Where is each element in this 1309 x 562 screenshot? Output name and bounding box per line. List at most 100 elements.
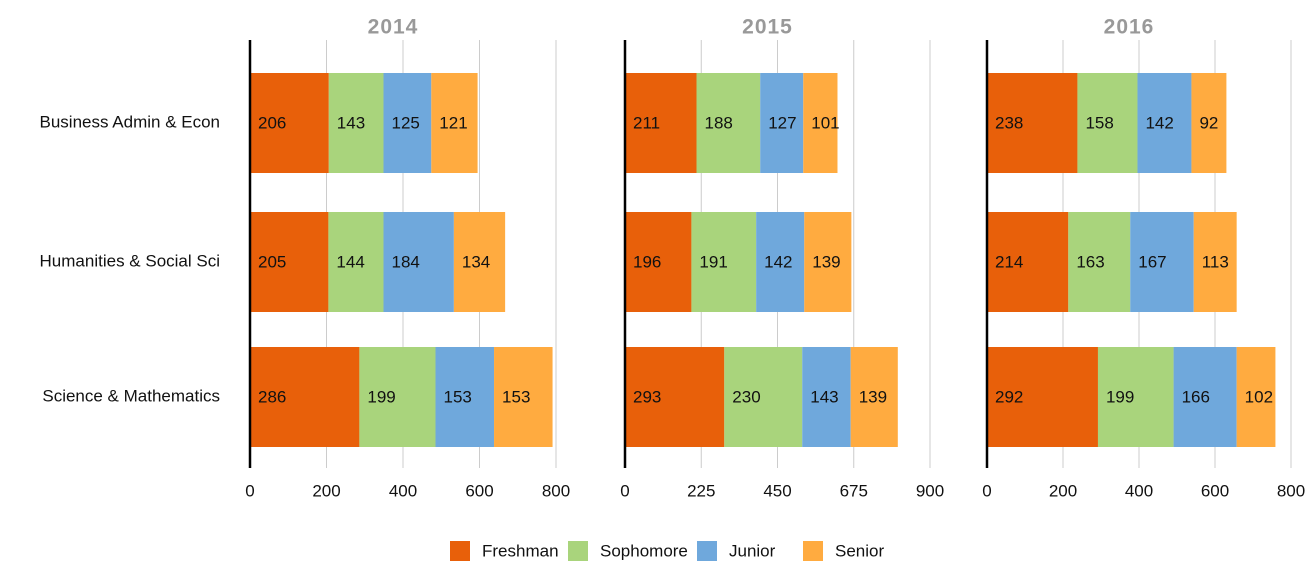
bar-segment bbox=[987, 212, 1069, 312]
bar-segment bbox=[760, 73, 804, 173]
value-label: 293 bbox=[633, 387, 661, 406]
bar-segment bbox=[1173, 347, 1237, 447]
value-label: 238 bbox=[995, 113, 1023, 132]
category-label: Science & Mathematics bbox=[42, 386, 220, 405]
bar-segment bbox=[625, 347, 725, 447]
bar-segment bbox=[1236, 347, 1276, 447]
value-label: 158 bbox=[1085, 113, 1113, 132]
value-label: 230 bbox=[732, 387, 760, 406]
bar-segment bbox=[359, 347, 436, 447]
bar-segment bbox=[987, 347, 1098, 447]
bar-segment bbox=[803, 73, 838, 173]
value-label: 139 bbox=[812, 252, 840, 271]
bar-segment bbox=[1137, 73, 1192, 173]
panel-title: 2014 bbox=[368, 16, 419, 39]
x-tick-label: 0 bbox=[245, 481, 254, 500]
bar-segment bbox=[691, 212, 757, 312]
value-label: 113 bbox=[1202, 252, 1229, 271]
value-label: 196 bbox=[633, 252, 661, 271]
bar-segment bbox=[328, 212, 384, 312]
value-label: 101 bbox=[811, 113, 839, 132]
value-label: 184 bbox=[391, 252, 419, 271]
x-tick-label: 225 bbox=[687, 481, 715, 500]
value-label: 142 bbox=[764, 252, 792, 271]
bar-segment bbox=[328, 73, 384, 173]
x-tick-label: 675 bbox=[840, 481, 868, 500]
value-label: 211 bbox=[633, 113, 660, 132]
x-tick-label: 600 bbox=[1201, 481, 1229, 500]
legend-swatch bbox=[450, 541, 470, 561]
bar-segment bbox=[453, 212, 506, 312]
bar-segment bbox=[1193, 212, 1237, 312]
legend-label: Senior bbox=[835, 541, 884, 560]
panel-title: 2016 bbox=[1104, 16, 1155, 39]
bar-segment bbox=[1077, 73, 1138, 173]
bar-segment bbox=[625, 212, 692, 312]
legend-label: Freshman bbox=[482, 541, 559, 560]
value-label: 206 bbox=[258, 113, 286, 132]
value-label: 205 bbox=[258, 252, 286, 271]
value-label: 127 bbox=[768, 113, 796, 132]
value-label: 286 bbox=[258, 387, 286, 406]
bar-segment bbox=[1068, 212, 1131, 312]
value-label: 163 bbox=[1076, 252, 1104, 271]
bar-segment bbox=[383, 73, 432, 173]
value-label: 102 bbox=[1245, 387, 1273, 406]
bar-segment bbox=[724, 347, 803, 447]
bar-segment bbox=[494, 347, 553, 447]
bar-segment bbox=[756, 212, 805, 312]
x-tick-label: 600 bbox=[465, 481, 493, 500]
value-label: 153 bbox=[444, 387, 472, 406]
value-label: 142 bbox=[1145, 113, 1173, 132]
bar-segment bbox=[250, 347, 360, 447]
legend-label: Junior bbox=[729, 541, 776, 560]
value-label: 144 bbox=[336, 252, 364, 271]
value-label: 92 bbox=[1199, 113, 1218, 132]
value-label: 214 bbox=[995, 252, 1023, 271]
value-label: 292 bbox=[995, 387, 1023, 406]
bar-segment bbox=[435, 347, 495, 447]
bar-segment bbox=[696, 73, 761, 173]
x-tick-label: 800 bbox=[542, 481, 570, 500]
x-tick-label: 400 bbox=[389, 481, 417, 500]
value-label: 199 bbox=[1106, 387, 1134, 406]
legend-swatch bbox=[697, 541, 717, 561]
legend-label: Sophomore bbox=[600, 541, 688, 560]
value-label: 188 bbox=[705, 113, 733, 132]
legend-swatch bbox=[568, 541, 588, 561]
bar-segment bbox=[625, 73, 697, 173]
value-label: 125 bbox=[391, 113, 419, 132]
bar-segment bbox=[987, 73, 1078, 173]
x-tick-label: 800 bbox=[1277, 481, 1305, 500]
value-label: 143 bbox=[810, 387, 838, 406]
value-label: 134 bbox=[462, 252, 490, 271]
value-label: 121 bbox=[439, 113, 467, 132]
bar-segment bbox=[804, 212, 852, 312]
legend-swatch bbox=[803, 541, 823, 561]
bar-segment bbox=[850, 347, 898, 447]
x-tick-label: 900 bbox=[916, 481, 944, 500]
x-tick-label: 450 bbox=[763, 481, 791, 500]
bar-segment bbox=[250, 212, 329, 312]
bar-segment bbox=[431, 73, 478, 173]
bar-segment bbox=[1130, 212, 1194, 312]
value-label: 139 bbox=[859, 387, 887, 406]
x-tick-label: 0 bbox=[620, 481, 629, 500]
category-label: Business Admin & Econ bbox=[40, 112, 220, 131]
bar-segment bbox=[383, 212, 454, 312]
bar-segment bbox=[802, 347, 851, 447]
category-label: Humanities & Social Sci bbox=[40, 251, 220, 270]
x-tick-label: 0 bbox=[982, 481, 991, 500]
value-label: 167 bbox=[1138, 252, 1166, 271]
x-tick-label: 400 bbox=[1125, 481, 1153, 500]
value-label: 199 bbox=[367, 387, 395, 406]
value-label: 153 bbox=[502, 387, 530, 406]
bar-segment bbox=[250, 73, 329, 173]
bar-segment bbox=[1191, 73, 1227, 173]
x-tick-label: 200 bbox=[312, 481, 340, 500]
value-label: 166 bbox=[1182, 387, 1210, 406]
x-tick-label: 200 bbox=[1049, 481, 1077, 500]
value-label: 191 bbox=[699, 252, 727, 271]
value-label: 143 bbox=[337, 113, 365, 132]
